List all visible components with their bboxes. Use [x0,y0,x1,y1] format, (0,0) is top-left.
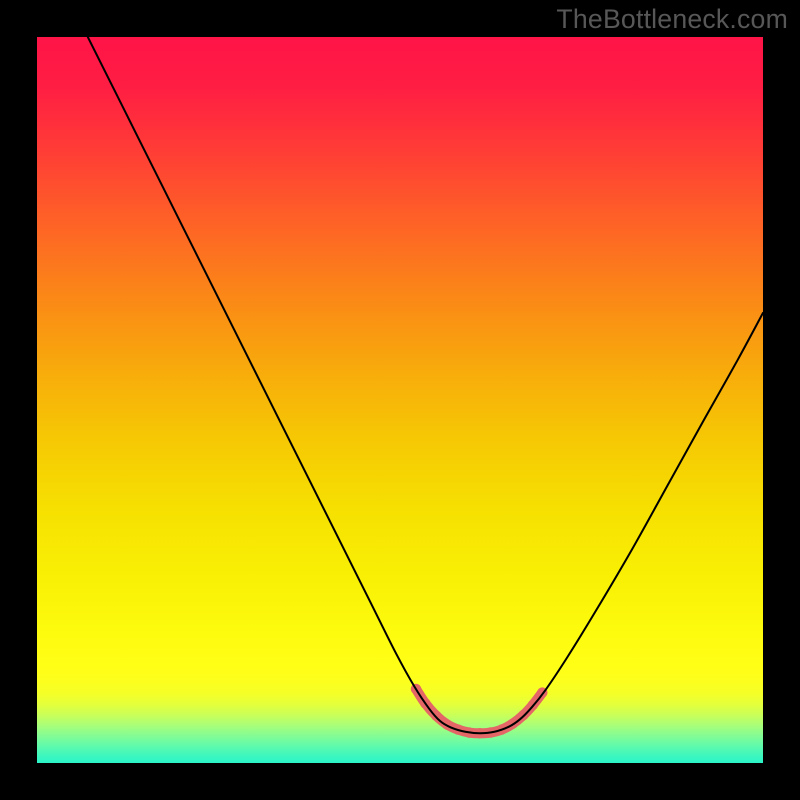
figure-root: TheBottleneck.com [0,0,800,800]
plot-area [37,37,763,763]
watermark-text: TheBottleneck.com [556,4,788,35]
bottleneck-curve [88,37,763,733]
chart-svg [37,37,763,763]
